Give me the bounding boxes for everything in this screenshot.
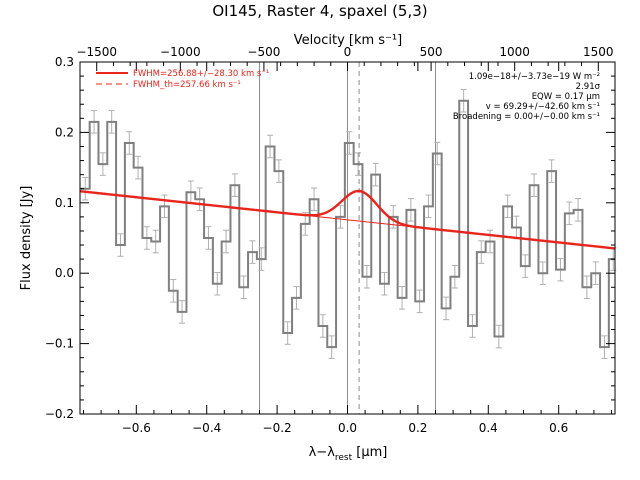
chart-title: OI145, Raster 4, spaxel (5,3) <box>212 2 427 20</box>
x-tick-label: 0.6 <box>549 421 568 435</box>
legend-label: FWHM=256.88+/−28.30 km s⁻¹ <box>133 69 269 79</box>
top-axis-label: Velocity [km s⁻¹] <box>294 33 402 48</box>
x-axis-label: λ−λrest [μm] <box>309 445 388 463</box>
fit-annotation: v = 69.29+/−42.60 km s⁻¹ <box>486 102 600 112</box>
x-axis-label-main: λ−λ <box>309 445 336 460</box>
fit-annotation: EQW = 0.17 μm <box>532 92 600 102</box>
legend: FWHM=256.88+/−28.30 km s⁻¹FWHM_th=257.66… <box>96 69 269 90</box>
reference-lines <box>259 62 436 414</box>
x-axis-label-unit: [μm] <box>352 445 387 460</box>
y-tick-label: −0.2 <box>45 407 74 421</box>
top-tick-label: −1000 <box>160 45 201 59</box>
error-bars <box>82 88 617 359</box>
top-tick-label: 1000 <box>499 45 530 59</box>
y-axis-label: Flux density [Jy] <box>19 186 34 291</box>
x-tick-label: −0.4 <box>192 421 221 435</box>
y-tick-label: 0.0 <box>55 266 74 280</box>
fit-annotation: 2.91σ <box>576 82 601 92</box>
top-tick-label: 500 <box>420 45 443 59</box>
fit-annotation: 1.09e−18+/−3.73e−19 W m⁻² <box>469 72 600 82</box>
fit-line <box>79 189 616 250</box>
top-tick-label: 1500 <box>583 45 614 59</box>
legend-label: FWHM_th=257.66 km s⁻¹ <box>133 80 241 90</box>
top-tick-label: −1500 <box>76 45 117 59</box>
x-tick-label: 0.0 <box>338 421 357 435</box>
y-tick-label: 0.1 <box>55 196 74 210</box>
x-tick-label: 0.2 <box>408 421 427 435</box>
x-tick-label: 0.4 <box>479 421 498 435</box>
spectrum-line <box>80 99 615 349</box>
plot-series <box>79 99 616 349</box>
top-tick-label: −500 <box>247 45 280 59</box>
y-tick-label: 0.2 <box>55 125 74 139</box>
fit-annotation: Broadening = 0.00+/−0.00 km s⁻¹ <box>453 112 600 122</box>
axes: −0.6 −0.4 −0.2 0.0 0.2 0.4 0.6 −1500 −1000 −500 0 5… <box>45 45 616 435</box>
top-tick-label: 0 <box>344 45 352 59</box>
y-tick-label: 0.3 <box>55 55 74 69</box>
x-axis-label-sub: rest <box>335 453 353 463</box>
x-tick-label: −0.2 <box>263 421 292 435</box>
x-tick-label: −0.6 <box>122 421 151 435</box>
y-tick-label: −0.1 <box>45 337 74 351</box>
